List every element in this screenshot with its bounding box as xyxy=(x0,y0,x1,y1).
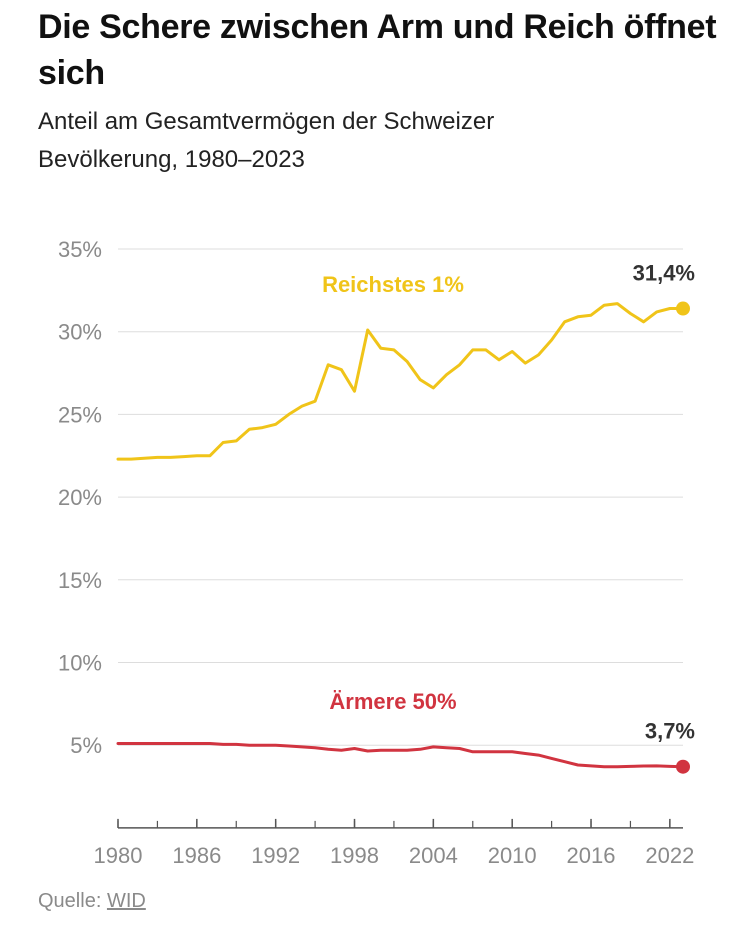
series-label-top1: Reichstes 1% xyxy=(322,272,464,297)
x-tick-label: 1998 xyxy=(330,843,379,868)
source-note: Quelle: WID xyxy=(38,890,146,913)
series-end-label: 31,4% xyxy=(633,261,695,286)
x-tick-label: 2010 xyxy=(488,843,537,868)
chart-title: Die Schere zwischen Arm und Reich öffnet… xyxy=(38,8,717,92)
x-tick-label: 1992 xyxy=(251,843,300,868)
x-tick-label: 2022 xyxy=(645,843,694,868)
series-end-point xyxy=(676,759,690,774)
chart-subtitle: Anteil am Gesamtvermögen der Schweizer B… xyxy=(38,108,495,173)
y-tick-label: 15% xyxy=(58,568,102,593)
series-end-label: 3,7% xyxy=(645,719,695,744)
source-label: Quelle: xyxy=(38,890,102,912)
series-end-point xyxy=(676,301,690,316)
series-line-bottom50 xyxy=(116,742,685,769)
line-chart: 5% 10% 15% 20% 25% 30% 35% 1980 1986 1992 1998 2004… xyxy=(58,237,695,868)
x-tick-label: 1980 xyxy=(94,843,143,868)
source-link[interactable]: WID xyxy=(106,890,146,912)
y-tick-label: 20% xyxy=(58,485,102,510)
series-label-bottom50: Ärmere 50% xyxy=(329,689,456,714)
y-tick-label: 30% xyxy=(58,320,102,345)
y-tick-label: 5% xyxy=(70,733,102,758)
y-tick-label: 25% xyxy=(58,402,102,427)
y-tick-label: 35% xyxy=(58,237,102,262)
x-tick-label: 2004 xyxy=(409,843,458,868)
series-line-top1 xyxy=(116,302,685,461)
x-tick-label: 2016 xyxy=(567,843,616,868)
y-tick-label: 10% xyxy=(58,651,102,676)
x-tick-label: 1986 xyxy=(172,843,221,868)
